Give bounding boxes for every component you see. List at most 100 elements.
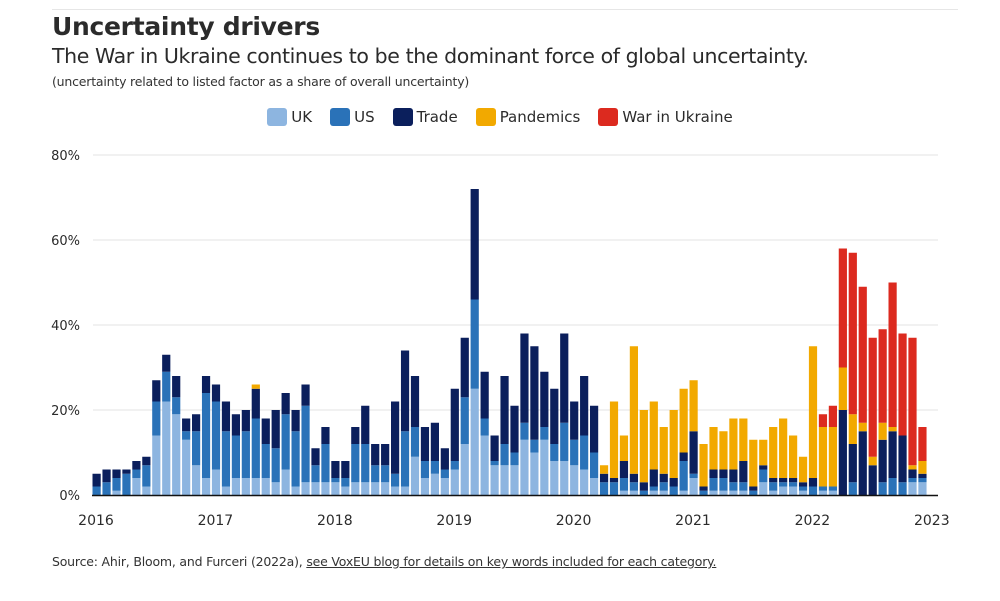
bar-stack [271,410,280,495]
bar-segment-uk [301,482,310,495]
bar-segment-uk [420,478,430,495]
bar-segment-uk [142,486,151,495]
bar-segment-us [251,418,260,478]
source-link[interactable]: see VoxEU blog for details on key words … [306,554,717,569]
bar-segment-uk [410,456,420,495]
bar-segment-uk [361,482,370,495]
bar-segment-uk [271,482,280,495]
bar-stack [381,444,390,495]
bar-segment-trade [221,401,231,432]
bar-segment-uk [221,486,231,495]
bar-stack [878,329,887,495]
bar-stack [560,333,569,495]
bar-stack [798,456,808,495]
bar-stack [868,337,877,495]
bar-segment-pandemics [669,410,678,478]
bar-stack [908,337,917,495]
bar-segment-uk [520,439,529,495]
bar-segment-us [182,431,191,440]
bar-segment-pandemics [808,346,818,478]
bar-segment-trade [361,405,370,444]
bar-segment-uk [470,388,479,495]
bar-segment-us [490,461,499,466]
x-tick-label: 2019 [436,513,472,529]
bar-segment-uk [450,469,459,495]
bar-segment-us [201,393,211,478]
bar-segment-us [580,435,589,470]
bar-segment-trade [709,469,718,478]
bar-stack [808,346,818,495]
bar-segment-trade [211,384,221,402]
bar-stack [241,410,250,495]
bar-segment-us [609,482,619,495]
bar-segment-trade [729,469,738,483]
bar-segment-us [391,473,400,487]
bar-segment-uk [400,486,410,495]
bar-segment-uk [629,490,638,495]
bar-segment-trade [192,414,201,432]
bar-segment-uk [311,482,320,495]
bar-segment-trade [689,431,698,474]
bar-segment-trade [749,486,758,491]
bar-segment-us [659,482,668,491]
bar-stack [540,371,549,495]
bar-segment-uk [172,414,181,495]
bar-segment-trade [520,333,529,423]
bar-stack [351,427,360,495]
bar-stack [679,388,688,495]
bar-segment-us [669,486,678,495]
bar-stack [420,427,430,495]
bar-segment-trade [540,371,549,427]
bar-segment-uk [789,486,798,495]
bar-stack [649,401,658,495]
bar-segment-uk [162,401,171,495]
bar-stack [888,282,897,495]
bar-segment-trade [231,414,240,436]
bar-segment-us [291,431,300,487]
bar-segment-trade [659,473,668,483]
bar-segment-uk [540,439,549,495]
bar-segment-trade [550,388,559,444]
bar-segment-trade [679,452,688,461]
bar-segment-trade [888,431,897,478]
bar-stack [460,337,469,495]
bar-stack [530,346,539,495]
bar-segment-uk [480,435,489,495]
bar-stack [102,469,111,495]
bar-segment-us [878,482,887,495]
bar-segment-pandemics [908,465,917,470]
bar-segment-uk [649,490,658,495]
bar-stack [729,418,738,495]
bar-segment-us [679,461,688,491]
bar-stack [480,371,489,495]
bar-segment-trade [908,469,917,478]
bar-segment-us [331,478,340,483]
bar-segment-us [381,465,390,483]
bar-segment-pandemics [749,439,758,487]
bar-segment-us [470,299,479,389]
bar-segment-pandemics [639,410,648,483]
legend-label: UK [291,108,313,126]
bar-segment-trade [719,469,728,478]
bar-segment-pandemics [619,435,629,461]
bar-stack [789,435,798,495]
bar-segment-trade [560,333,569,423]
bar-stack [779,418,788,495]
bar-stack [301,384,310,495]
bar-segment-uk [291,486,300,495]
bar-segment-us [301,405,310,483]
bar-segment-us [510,452,519,466]
bar-segment-trade [739,461,748,483]
legend-label: Pandemics [499,108,581,126]
bar-segment-pandemics [828,427,837,487]
bar-segment-uk [729,490,738,495]
bar-segment-uk [341,486,350,495]
bar-segment-trade [769,478,778,483]
bar-segment-uk [201,478,211,495]
bar-segment-us [749,490,758,495]
bar-segment-uk [918,482,927,495]
bar-stack [520,333,529,495]
bar-segment-war-in-ukraine [898,333,907,436]
bar-segment-uk [460,444,469,495]
